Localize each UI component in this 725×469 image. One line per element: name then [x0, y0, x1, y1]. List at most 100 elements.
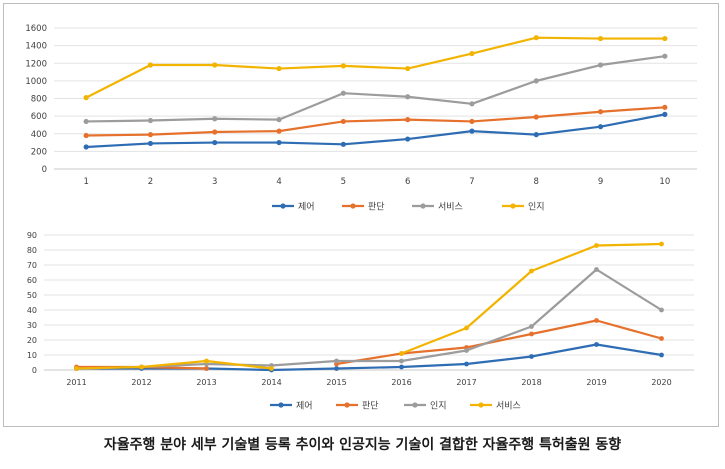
chart1-data-point: [147, 117, 154, 124]
chart2-data-point: [399, 351, 404, 356]
chart1-series-line: [86, 55, 665, 123]
chart2-data-point: [659, 336, 664, 341]
chart1-legend-marker: [280, 203, 286, 209]
chart1-data-point: [533, 78, 539, 84]
chart1-data-point: [212, 129, 218, 135]
chart2-legend-label: 제어: [296, 401, 313, 412]
chart1-x-tick-label: 7: [469, 177, 474, 187]
chart2-x-tick-label: 2013: [196, 378, 216, 387]
chart2-data-point: [594, 267, 599, 272]
chart1-data-point: [340, 90, 346, 96]
chart2-x-tick-label: 2014: [261, 378, 281, 387]
chart2-data-point: [464, 361, 469, 367]
chart2-y-tick-label: 80: [27, 246, 37, 255]
chart1-data-point: [212, 116, 218, 122]
chart2-y-tick-label: 50: [27, 291, 37, 300]
chart1-legend-marker: [350, 203, 356, 209]
chart1-y-tick-label: 1600: [25, 24, 47, 34]
chart1-x-tick-label: 2: [148, 177, 153, 187]
chart2-data-point: [659, 352, 664, 358]
chart1-data-point: [533, 132, 539, 138]
figure-frame: 0 200 400 600 800 1000 1200 1400 1600 1 2 3 4 5 6 7 8 9 10…: [3, 3, 719, 427]
chart2-data-point: [399, 358, 404, 364]
chart1-data-point: [83, 144, 89, 150]
chart1-legend-marker: [420, 203, 426, 209]
chart2-data-point: [74, 366, 79, 371]
chart1-data-point: [340, 63, 346, 69]
chart1-data-point: [405, 117, 411, 123]
chart1-x-tick-label: 10: [659, 177, 670, 187]
chart2-y-tick-label: 20: [27, 336, 37, 345]
chart1-x-tick-label: 4: [276, 177, 281, 187]
chart1-data-point: [276, 128, 282, 134]
chart1-legend-label: 서비스: [438, 202, 463, 213]
chart2-data-point: [204, 358, 209, 364]
chart1-x-tick-label: 8: [534, 177, 539, 187]
chart2-y-tick-label: 10: [27, 351, 37, 360]
chart2-data-point: [139, 364, 144, 370]
chart2-legend-label: 서비스: [496, 401, 521, 412]
chart1-y-tick-label: 800: [31, 95, 47, 105]
chart2-data-point: [594, 342, 599, 347]
chart2-series-line: [336, 319, 662, 366]
chart2-legend-marker: [412, 402, 418, 408]
chart1-data-point: [147, 132, 154, 138]
chart1-data-point: [405, 65, 411, 72]
chart2-legend-label: 인지: [430, 401, 447, 412]
chart1-series-line: [85, 36, 665, 99]
chart1-data-point: [662, 104, 668, 110]
chart1-data-point: [276, 139, 282, 146]
chart1-data-point: [276, 65, 282, 72]
chart1-data-point: [340, 118, 346, 125]
chart2-legend-marker: [278, 402, 284, 408]
chart1-y-tick-label: 0: [42, 165, 47, 175]
chart2-x-tick-label: 2020: [651, 378, 671, 387]
chart2-x-tick-label: 2015: [326, 378, 346, 387]
chart2-data-point: [529, 331, 534, 337]
chart1-data-point: [597, 124, 604, 130]
chart1-series-line: [86, 113, 666, 149]
chart1-legend-marker: [510, 203, 516, 209]
chart2-data-point: [659, 307, 664, 313]
chart1-legend-label: 제어: [298, 202, 315, 213]
chart1-data-point: [147, 140, 154, 147]
chart2-data-point: [594, 243, 599, 248]
chart1-x-tick-label: 9: [598, 177, 603, 187]
chart1-data-point: [469, 101, 475, 107]
chart1-data-point: [597, 109, 604, 115]
chart1-data-point: [83, 95, 89, 101]
chart1-y-tick-label: 400: [31, 130, 47, 140]
chart1-data-point: [405, 136, 411, 142]
chart2-data-point: [464, 348, 469, 353]
chart1-y-tick-label: 200: [31, 147, 47, 157]
chart1-data-point: [340, 141, 346, 147]
chart1-data-point: [83, 118, 89, 125]
chart2-data-point: [529, 354, 534, 359]
chart1-data-point: [533, 35, 539, 41]
chart2-x-tick-label: 2019: [586, 378, 606, 387]
chart2-legend-marker: [478, 402, 484, 408]
chart1-y-tick-label: 1400: [25, 42, 47, 52]
chart1-x-tick-label: 1: [83, 177, 88, 187]
chart1-data-point: [662, 111, 668, 117]
chart2-x-tick-label: 2011: [66, 378, 86, 387]
chart2-data-point: [269, 366, 274, 371]
chart2-data-point: [204, 366, 209, 371]
figure-caption: 자율주행 분야 세부 기술별 등록 추이와 인공지능 기술이 결합한 자율주행 …: [103, 437, 622, 453]
chart2-y-tick-label: 70: [27, 261, 37, 270]
chart2-y-tick-label: 40: [27, 306, 37, 315]
chart2-y-tick-label: 90: [27, 231, 37, 240]
chart1-data-point: [597, 35, 604, 42]
chart2-legend-label: 판단: [362, 401, 379, 412]
chart2-series-line: [76, 268, 663, 370]
chart1-data-point: [469, 50, 475, 57]
chart1-series-line: [86, 106, 665, 137]
chart2-x-tick-label: 2016: [391, 378, 411, 387]
chart1-data-point: [469, 128, 475, 134]
chart1-y-tick-label: 1200: [25, 59, 47, 69]
chart2-data-point: [529, 268, 534, 274]
chart2-data-point: [594, 318, 599, 323]
chart2-data-point: [334, 366, 339, 371]
chart1-x-tick-label: 6: [405, 177, 410, 187]
chart2-data-point: [464, 325, 469, 331]
